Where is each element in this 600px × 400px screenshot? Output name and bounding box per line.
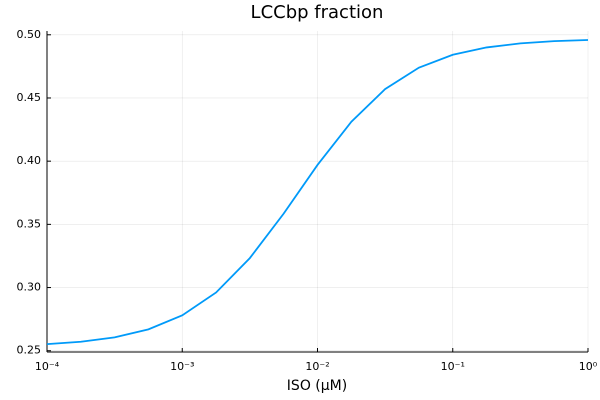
y-tick-label: 0.50 (17, 28, 42, 41)
y-tick-label: 0.45 (17, 91, 42, 104)
x-tick-label: 10⁻³ (170, 360, 194, 373)
line-series (46, 39, 589, 346)
x-tick-label: 10⁻¹ (441, 360, 465, 373)
y-tick-label: 0.40 (17, 154, 42, 167)
y-tick-label: 0.35 (17, 217, 42, 230)
x-tick-label: 10⁻² (305, 360, 329, 373)
x-tick-label: 10⁰ (579, 360, 598, 373)
x-tick-label: 10⁻⁴ (35, 360, 60, 373)
y-tick-label: 0.30 (17, 281, 42, 294)
x-axis-label: ISO (μM) (287, 378, 347, 394)
chart-title: LCCbp fraction (251, 2, 384, 23)
y-tick-label: 0.25 (17, 344, 42, 357)
